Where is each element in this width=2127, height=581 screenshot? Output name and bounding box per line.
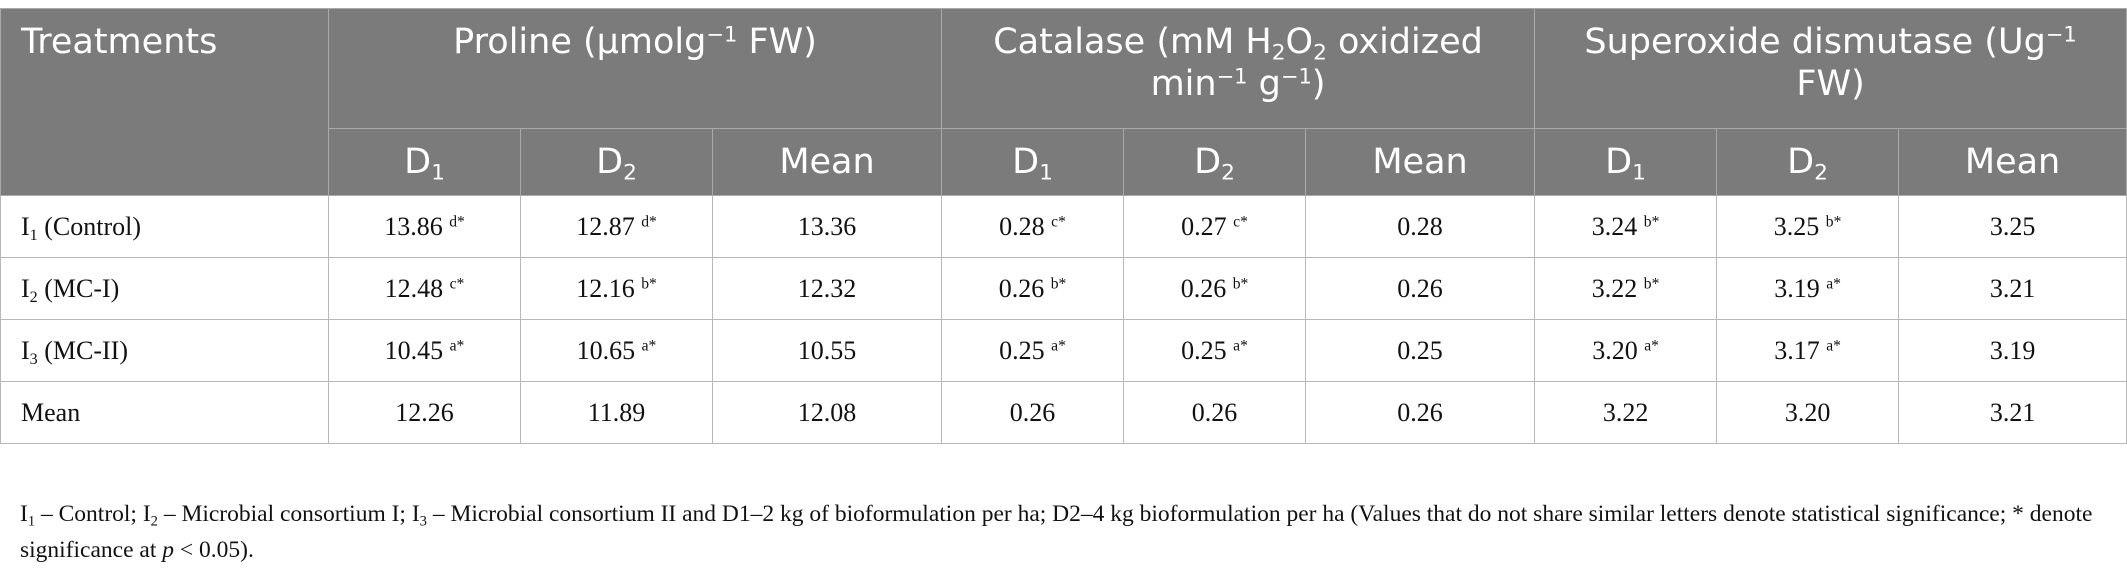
- significance-marker: b*: [641, 274, 657, 292]
- table-cell: 11.89: [520, 381, 713, 444]
- results-table: Treatments Proline (μmolg−1 FW) Catalase…: [0, 8, 2127, 444]
- table-cell: 3.22 b*: [1534, 257, 1718, 320]
- table-cell: 3.20 a*: [1534, 319, 1718, 382]
- table-cell: 0.27 c*: [1123, 195, 1307, 258]
- table-cell: 3.21: [1898, 257, 2127, 320]
- significance-marker: b*: [1825, 212, 1842, 230]
- table-cell: 10.45 a*: [328, 319, 521, 382]
- table-cell: 0.25 a*: [1123, 319, 1307, 382]
- header-catalase-d1: D1: [941, 128, 1125, 196]
- significance-marker: b*: [1232, 274, 1249, 292]
- table-cell: 3.20: [1716, 381, 1900, 444]
- table-cell: 13.86 d*: [328, 195, 521, 258]
- table-row: I2 (MC-I) 12.48 c* 12.16 b* 12.32 0.26 b* 0.2…: [0, 257, 2127, 320]
- header-catalase-d2: D2: [1123, 128, 1307, 196]
- row-label: I3 (MC-II): [0, 319, 329, 382]
- table-cell: 0.26 b*: [1123, 257, 1307, 320]
- table-cell: 12.16 b*: [520, 257, 713, 320]
- significance-marker: a*: [1233, 336, 1248, 354]
- table-cell: 3.19: [1898, 319, 2127, 382]
- header-proline-d1: D1: [328, 128, 521, 196]
- table-cell: 0.28: [1305, 195, 1536, 258]
- table-cell: 12.26: [328, 381, 521, 444]
- header-proline-mean: Mean: [711, 128, 943, 196]
- significance-marker: b*: [1643, 274, 1660, 292]
- table-cell: 0.25: [1305, 319, 1536, 382]
- header-sod-d1: D1: [1534, 128, 1718, 196]
- table-cell: 12.32: [711, 257, 943, 320]
- significance-marker: a*: [1826, 336, 1841, 354]
- significance-marker: a*: [1826, 274, 1841, 292]
- significance-marker: d*: [449, 212, 465, 230]
- table-cell: 12.48 c*: [328, 257, 521, 320]
- table-cell: 0.25 a*: [941, 319, 1125, 382]
- table-cell: 0.26: [1305, 381, 1536, 444]
- table-cell: 13.36: [711, 195, 943, 258]
- row-label: Mean: [0, 381, 329, 444]
- table-cell: 3.19 a*: [1716, 257, 1900, 320]
- table-body: I1 (Control) 13.86 d* 12.87 d* 13.36 0.28 c*…: [0, 195, 2127, 444]
- table-cell: 3.17 a*: [1716, 319, 1900, 382]
- row-label: I2 (MC-I): [0, 257, 329, 320]
- table-cell: 10.65 a*: [520, 319, 713, 382]
- table-cell: 0.26: [941, 381, 1125, 444]
- table-cell: 12.08: [711, 381, 943, 444]
- header-superoxide-dismutase: Superoxide dismutase (Ug−1 FW): [1534, 8, 2127, 129]
- table-footnote: I1 – Control; I2 – Microbial consortium …: [20, 501, 2093, 563]
- table-cell: 12.87 d*: [520, 195, 713, 258]
- table-cell: 3.22: [1534, 381, 1718, 444]
- significance-marker: c*: [449, 274, 465, 292]
- table-cell: 3.24 b*: [1534, 195, 1718, 258]
- significance-marker: c*: [1051, 212, 1066, 230]
- table-cell: 3.25 b*: [1716, 195, 1900, 258]
- header-catalase-mean: Mean: [1305, 128, 1536, 196]
- table-cell: 0.26: [1123, 381, 1307, 444]
- significance-marker: a*: [641, 336, 657, 354]
- table-row: I3 (MC-II) 10.45 a* 10.65 a* 10.55 0.25 a* 0.…: [0, 319, 2127, 382]
- header-sod-mean: Mean: [1898, 128, 2127, 196]
- significance-marker: c*: [1233, 212, 1248, 230]
- significance-marker: a*: [1644, 336, 1659, 354]
- header-catalase: Catalase (mM H2O2 oxidized min−1 g−1): [941, 8, 1536, 129]
- table-cell: 0.26 b*: [941, 257, 1125, 320]
- significance-marker: b*: [1050, 274, 1067, 292]
- row-label: I1 (Control): [0, 195, 329, 258]
- table-cell: 0.28 c*: [941, 195, 1125, 258]
- header-proline-d2: D2: [520, 128, 713, 196]
- table-cell: 3.21: [1898, 381, 2127, 444]
- table-row: I1 (Control) 13.86 d* 12.87 d* 13.36 0.28 c*…: [0, 195, 2127, 258]
- header-proline: Proline (μmolg−1 FW): [327, 8, 943, 129]
- header-sod-d2: D2: [1716, 128, 1900, 196]
- significance-marker: a*: [1051, 336, 1066, 354]
- table-cell: 0.26: [1305, 257, 1536, 320]
- significance-marker: b*: [1643, 212, 1660, 230]
- table-cell: 3.25: [1898, 195, 2127, 258]
- significance-marker: a*: [449, 336, 465, 354]
- table-row: Mean 12.26 11.89 12.08 0.26 0.26 0.26 3.22 3.20 3…: [0, 381, 2127, 444]
- header-treatments: Treatments: [0, 8, 329, 196]
- significance-marker: d*: [641, 212, 657, 230]
- table-cell: 10.55: [711, 319, 943, 382]
